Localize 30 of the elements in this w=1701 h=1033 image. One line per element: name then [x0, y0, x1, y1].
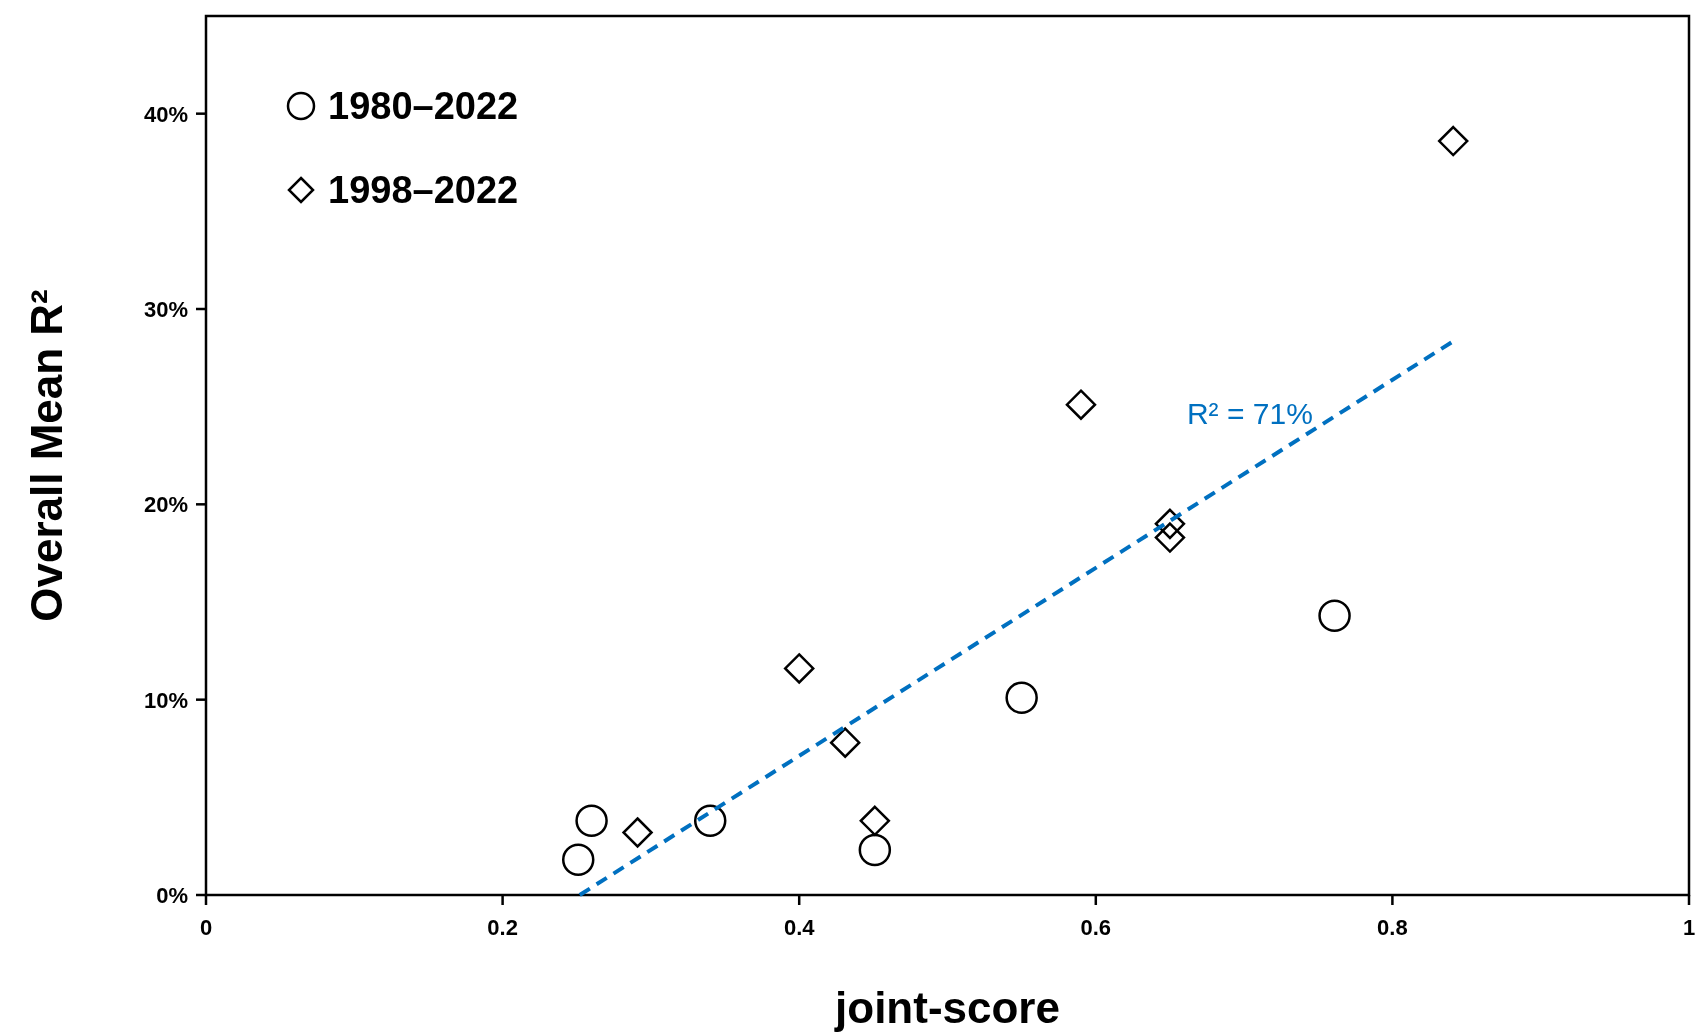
x-tick-label: 0.6: [1080, 915, 1112, 940]
point: [561, 843, 595, 877]
x-tick-label: 0.2: [487, 915, 518, 940]
legend-label: 1998–2022: [328, 169, 519, 211]
y-tick-label: 10%: [143, 687, 188, 713]
point: [859, 805, 891, 837]
x-tick-label: 0: [199, 915, 213, 940]
point: [829, 727, 861, 758]
x-tick-label: 0.4: [783, 915, 816, 940]
point: [1065, 389, 1097, 420]
point: [1437, 125, 1469, 157]
y-tick-label: 30%: [143, 297, 188, 322]
point: [783, 653, 815, 684]
y-tick-label: 0%: [156, 883, 188, 908]
y-axis-title: Overall Mean R²: [22, 289, 71, 622]
x-tick-label: 0.8: [1377, 915, 1408, 940]
point: [1318, 599, 1351, 632]
x-tick-label: 1: [1682, 915, 1696, 940]
y-tick-label: 40%: [143, 101, 188, 127]
point: [1005, 681, 1038, 714]
x-axis-title: joint-score: [834, 983, 1060, 1032]
legend-label: 1980–2022: [328, 85, 519, 127]
point: [858, 833, 892, 867]
y-tick-label: 20%: [143, 492, 188, 518]
point: [1154, 508, 1186, 540]
point: [622, 817, 653, 848]
point: [1154, 522, 1186, 553]
annotation: R² = 71%: [1186, 396, 1313, 430]
point: [693, 804, 727, 838]
point: [575, 804, 608, 838]
